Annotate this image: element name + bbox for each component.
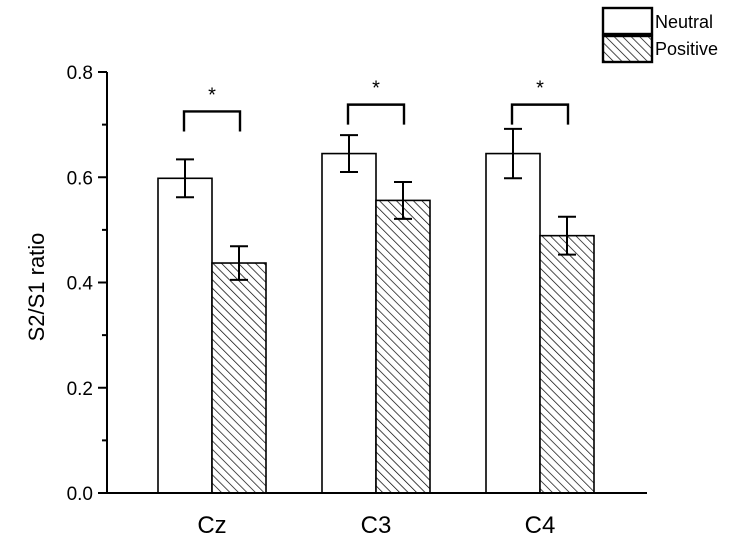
bar-positive-cz — [211, 262, 267, 494]
significance-bracket-c4 — [510, 103, 570, 125]
y-axis-label: S2/S1 ratio — [24, 233, 49, 342]
significance-star-c3: * — [372, 78, 380, 100]
x-category-label-c3: C3 — [361, 512, 392, 539]
bar-neutral-c4 — [485, 152, 541, 494]
significance-star-cz: * — [208, 84, 216, 106]
x-axis-categories: Cz C3 C4 — [197, 512, 555, 539]
legend-label-neutral: Neutral — [655, 12, 713, 32]
bar-positive-c4 — [539, 234, 595, 494]
significance-star-c4: * — [536, 78, 544, 100]
y-tick-label: 0.2 — [67, 379, 93, 400]
bars — [157, 152, 595, 494]
legend-box-positive — [601, 34, 654, 64]
significance-bracket-c3 — [346, 103, 406, 125]
error-bars — [176, 127, 576, 281]
legend-box-neutral — [601, 6, 654, 36]
error-bar-positive-cz — [230, 245, 248, 281]
x-category-label-cz: Cz — [197, 512, 226, 539]
x-category-label-c4: C4 — [525, 512, 556, 539]
error-bar-positive-c3 — [394, 180, 412, 220]
legend: Neutral Positive — [601, 6, 718, 64]
y-tick-label: 0.0 — [67, 484, 93, 505]
y-tick-label: 0.4 — [67, 274, 94, 295]
significance-markers: * * * — [182, 78, 570, 132]
significance-bracket-cz — [182, 110, 242, 132]
error-bar-neutral-c3 — [340, 134, 358, 173]
error-bar-neutral-c4 — [504, 127, 522, 180]
bar-neutral-c3 — [321, 152, 377, 494]
y-axis-ticks: 0.0 0.2 0.4 0.6 0.8 — [67, 63, 107, 505]
y-tick-label: 0.8 — [67, 63, 93, 84]
y-tick-label: 0.6 — [67, 168, 93, 189]
bar-neutral-cz — [157, 177, 213, 494]
error-bar-neutral-cz — [176, 158, 194, 199]
legend-label-positive: Positive — [655, 39, 718, 59]
bar-positive-c3 — [375, 199, 431, 494]
error-bar-positive-c4 — [558, 215, 576, 256]
